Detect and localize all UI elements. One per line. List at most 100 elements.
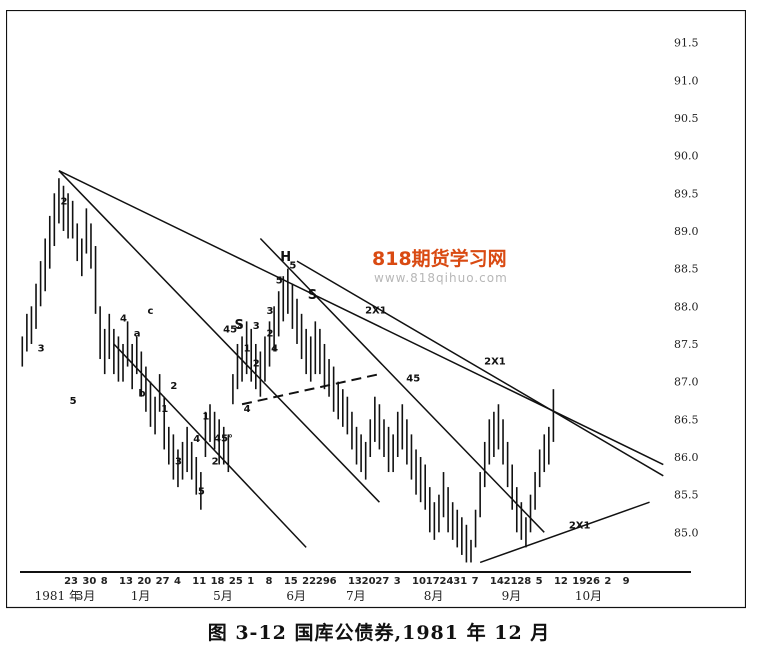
x-tick-label: 8	[266, 576, 273, 587]
y-tick-label: 87.0	[674, 376, 699, 389]
x-period-label: 10月	[575, 589, 602, 603]
watermark: 818期货学习网 www.818qihuo.com	[372, 244, 508, 285]
watermark-url: www.818qihuo.com	[374, 271, 508, 285]
trendline	[241, 373, 380, 406]
y-tick-label: 89.5	[674, 187, 699, 200]
wave-annotation: 5	[198, 487, 205, 498]
x-tick-label: 13	[348, 576, 362, 587]
x-tick-label: 30	[82, 576, 96, 587]
x-tick-label: 28	[517, 576, 531, 587]
wave-annotation: 3	[175, 457, 182, 468]
chart-frame: 91.5 91.0 90.5 90.0 89.5 89.0 88.5 88.0 87.5 87.0…	[6, 10, 746, 610]
x-tick-label: 11	[192, 576, 206, 587]
x-period-label: 3月	[76, 589, 96, 603]
trendline	[296, 260, 664, 477]
wave-annotation: 1	[244, 344, 251, 355]
x-tick-label: 1	[247, 576, 254, 587]
x-tick-label: 7	[472, 576, 479, 587]
wave-annotation: 4	[120, 313, 127, 324]
x-tick-label: 27	[156, 576, 170, 587]
wave-annotation: 1	[161, 404, 168, 415]
x-tick-label: 4	[174, 576, 181, 587]
wave-annotation: 2	[170, 381, 177, 392]
x-tick-label: 13	[119, 576, 133, 587]
y-tick-label: 85.0	[674, 526, 699, 539]
x-tick-label: 15	[284, 576, 298, 587]
trendline	[58, 170, 664, 466]
wave-annotation: 5	[70, 396, 77, 407]
wave-annotation: 3	[267, 306, 274, 317]
x-tick-label: 23	[64, 576, 78, 587]
x-tick-label: 12	[554, 576, 568, 587]
wave-annotation: 4	[193, 434, 200, 445]
x-tick-label: 19	[572, 576, 586, 587]
trendline	[58, 170, 380, 503]
trendline	[113, 343, 307, 548]
trendline-label: 45°	[223, 324, 242, 335]
price-chart: 91.5 91.0 90.5 90.0 89.5 89.0 88.5 88.0 87.5 87.0…	[6, 10, 746, 609]
wave-annotation: 1	[202, 411, 209, 422]
wave-annotation: H	[280, 250, 291, 265]
trendline-label: 2X1	[569, 520, 591, 531]
wave-annotation: 2	[60, 197, 67, 208]
x-tick-label: 24	[440, 576, 454, 587]
x-tick-label: 29	[316, 576, 330, 587]
x-tick-label: 18	[211, 576, 225, 587]
x-period-label: 1981 年	[35, 589, 81, 603]
y-tick-label: 87.5	[674, 338, 699, 351]
wave-annotation: 2	[253, 359, 260, 370]
wave-annotation: 4	[244, 404, 251, 415]
x-tick-label: 17	[426, 576, 440, 587]
y-tick-label: 85.5	[674, 489, 699, 502]
wave-annotation: S	[234, 318, 243, 333]
wave-annotation: a	[134, 328, 141, 339]
wave-annotation: 3	[38, 344, 45, 355]
x-tick-label: 14	[490, 576, 504, 587]
x-tick-label: 27	[375, 576, 389, 587]
y-tick-label: 88.5	[674, 263, 699, 276]
x-period-label: 6月	[286, 589, 306, 603]
wave-annotation: 2	[212, 457, 219, 468]
x-tick-label: 25	[229, 576, 243, 587]
wave-annotation: 5	[289, 261, 296, 272]
x-tick-label: 6	[330, 576, 337, 587]
trendline-label: 2X1	[365, 306, 387, 317]
trendline-label: 45	[406, 373, 420, 384]
x-period-label: 8月	[424, 589, 444, 603]
trendline-label: 2X1	[484, 356, 506, 367]
watermark-logo: 818期货学习网	[372, 248, 507, 270]
y-tick-label: 91.5	[674, 37, 699, 50]
chart-border	[6, 10, 746, 609]
x-tick-label: 3	[394, 576, 401, 587]
wave-annotation: b	[138, 389, 145, 400]
trendline-label: 45°	[214, 434, 233, 445]
x-tick-label: 2	[604, 576, 611, 587]
wave-annotation: 3	[253, 321, 260, 332]
y-tick-label: 86.5	[674, 413, 699, 426]
x-tick-label: 31	[453, 576, 467, 587]
wave-annotation: c	[147, 306, 153, 317]
x-period-label: 5月	[213, 589, 233, 603]
x-tick-label: 26	[586, 576, 600, 587]
x-period-label: 1月	[131, 589, 151, 603]
y-tick-label: 88.0	[674, 300, 699, 313]
x-tick-label: 10	[412, 576, 426, 587]
x-tick-label: 8	[101, 576, 108, 587]
x-tick-label: 20	[362, 576, 376, 587]
x-tick-label: 5	[536, 576, 543, 587]
x-period-label: 9月	[502, 589, 522, 603]
x-tick-label: 22	[302, 576, 316, 587]
wave-annotation: 2	[267, 328, 274, 339]
wave-annotation: 4	[271, 344, 278, 355]
trendline	[479, 501, 650, 564]
trendline	[259, 237, 545, 533]
wave-annotation: S	[308, 288, 317, 303]
y-tick-label: 91.0	[674, 74, 699, 87]
y-tick-label: 86.0	[674, 451, 699, 464]
y-tick-label: 89.0	[674, 225, 699, 238]
y-tick-label: 90.0	[674, 150, 699, 163]
x-tick-label: 20	[137, 576, 151, 587]
x-period-label: 7月	[346, 589, 366, 603]
x-tick-label: 9	[623, 576, 630, 587]
figure-caption: 图 3-12 国库公债券,1981 年 12 月	[207, 622, 551, 644]
